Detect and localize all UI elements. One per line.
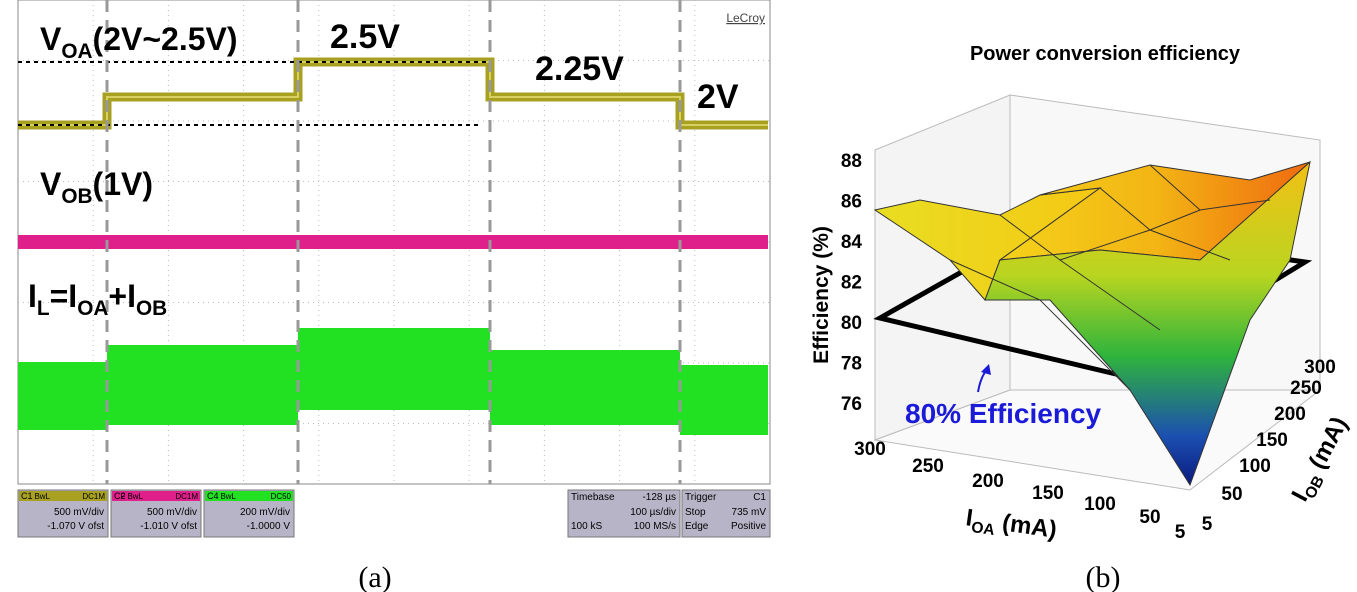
trigger-level: 735 mV [732, 507, 767, 518]
level-label: 2V [697, 78, 739, 116]
iob-tick-label: 100 [1239, 456, 1271, 477]
z-tick-label: 76 [841, 394, 862, 415]
z-tick-label: 84 [841, 232, 863, 253]
level-label: 2.25V [535, 50, 624, 88]
iob-tick-label: 150 [1256, 430, 1288, 451]
timebase-delay: -128 µs [642, 492, 676, 503]
label-subscript: OA [970, 519, 996, 539]
label-text: =I [50, 278, 78, 314]
timebase-samples: 100 kS [571, 521, 602, 532]
channel-offset: -1.010 V ofst [140, 521, 197, 532]
channel-bw: BwL [34, 492, 50, 501]
channel-coupling: DC50 [271, 492, 292, 501]
timebase-label: Timebase [571, 492, 615, 503]
label-subscript: OA [77, 297, 108, 320]
channel-name: C4 [207, 491, 219, 501]
chart-title: Power conversion efficiency [970, 43, 1241, 65]
channel-offset: -1.0000 V [247, 521, 291, 532]
label-text: +I [108, 278, 136, 314]
channel-bw: F BwL [120, 492, 143, 501]
annotation: 80% Efficiency [905, 398, 1102, 429]
ioa-tick-label: 50 [1139, 507, 1160, 528]
label: VOB(1V) [40, 166, 153, 208]
channel-scale: 500 mV/div [147, 507, 197, 518]
label-text: I [28, 278, 37, 314]
label-subscript: OB [136, 297, 167, 320]
iob-tick-label: 50 [1221, 484, 1242, 505]
timebase-scale: 100 µs/div [630, 507, 676, 518]
iob-tick-label: 200 [1274, 404, 1306, 425]
iob-tick-label: 5 [1202, 514, 1213, 535]
level-label: 2.5V [330, 18, 400, 56]
label-text: (1V) [93, 166, 153, 202]
label-text: (2V~2.5V) [93, 21, 238, 57]
label-subscript: OA [61, 40, 92, 63]
label-text: V [40, 166, 62, 202]
label-text: V [40, 21, 62, 57]
z-tick-label: 78 [841, 354, 862, 375]
channel-scale: 500 mV/div [54, 507, 104, 518]
label: IOB (mA) [1286, 412, 1356, 507]
channel-offset: -1.070 V ofst [47, 521, 104, 532]
ioa-tick-label: 5 [1175, 522, 1186, 543]
brand: LeCroy [726, 11, 765, 25]
ioa-tick-label: 300 [854, 439, 886, 460]
trigger-slope: Positive [731, 521, 766, 532]
z-tick-label: 88 [841, 151, 862, 172]
z-tick-label: 80 [841, 313, 862, 334]
z-tick-label: 82 [841, 273, 862, 294]
ioa-tick-label: 200 [972, 471, 1004, 492]
ioa-tick-label: 250 [912, 456, 944, 477]
label: IOA (mA) [964, 504, 1059, 547]
label-text: (mA) [994, 508, 1058, 543]
iob-tick-label: 250 [1290, 378, 1322, 399]
trigger-mode: Stop [685, 507, 706, 518]
vob-trace [18, 235, 768, 249]
ioa-tick-label: 100 [1084, 494, 1116, 515]
label-subscript: L [37, 297, 50, 320]
iob-tick-label: 300 [1304, 357, 1336, 378]
channel-coupling: DC1M [82, 492, 105, 501]
trigger-type: Edge [685, 521, 709, 532]
label-text: (mA) [1301, 412, 1354, 479]
timebase-rate: 100 MS/s [634, 521, 676, 532]
z-tick-label: 86 [841, 192, 862, 213]
z-axis-label: Efficiency (%) [810, 226, 833, 364]
channel-name: C1 [21, 491, 33, 501]
label-subscript: OB [61, 185, 92, 208]
channel-bw: BwL [220, 492, 236, 501]
figure: LeCroy 2.5V 2.25V 2V (a) 80% Efficiency … [0, 0, 1357, 592]
ioa-tick-label: 150 [1032, 483, 1064, 504]
channel-scale: 200 mV/div [240, 507, 290, 518]
trigger-source: C1 [753, 492, 766, 503]
caption: (a) [358, 561, 391, 592]
channel-coupling: DC1M [175, 492, 198, 501]
trigger-label: Trigger [685, 492, 717, 503]
caption: (b) [1086, 561, 1121, 592]
